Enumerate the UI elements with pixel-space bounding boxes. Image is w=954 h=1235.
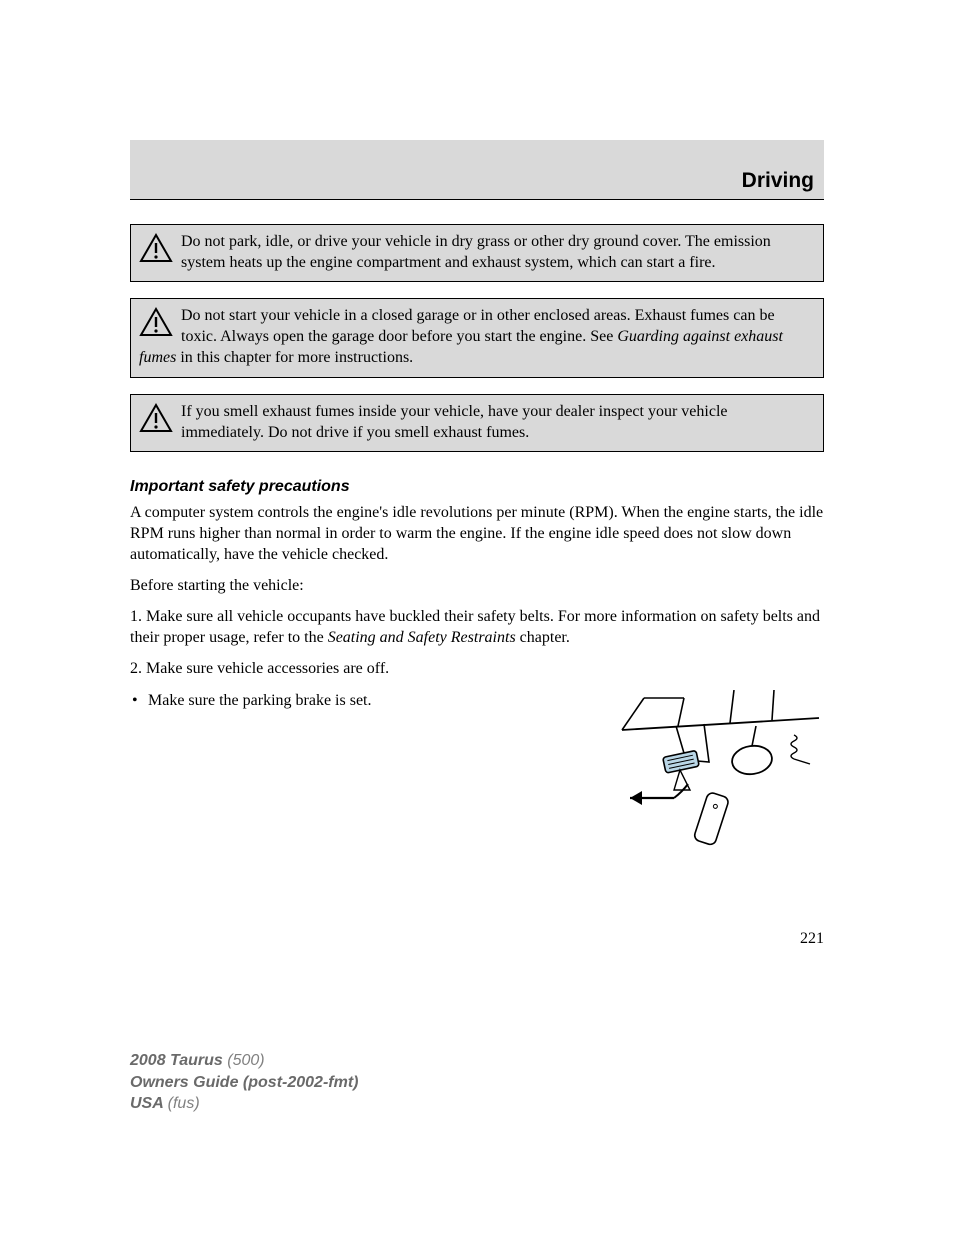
warning-box: If you smell exhaust fumes inside your v… <box>130 394 824 452</box>
warning-icon <box>139 403 173 439</box>
footer-line: Owners Guide (post-2002-fmt) <box>130 1072 358 1094</box>
body-paragraph: A computer system controls the engine's … <box>130 502 824 565</box>
parking-brake-diagram <box>614 690 824 865</box>
footer-rest: (fus) <box>168 1095 200 1112</box>
bullet-text: Make sure the parking brake is set. <box>148 690 371 711</box>
footer: 2008 Taurus (500) Owners Guide (post-200… <box>130 1050 358 1115</box>
step-item: 2. Make sure vehicle accessories are off… <box>130 658 824 679</box>
bullet-item: • Make sure the parking brake is set. <box>130 690 594 711</box>
section-title: Driving <box>742 169 814 193</box>
warning-text: If you smell exhaust fumes inside your v… <box>181 403 728 441</box>
footer-line: USA (fus) <box>130 1093 358 1115</box>
warning-text-post: in this chapter for more instructions. <box>176 349 413 366</box>
warning-box: Do not start your vehicle in a closed ga… <box>130 298 824 377</box>
footer-bold: USA <box>130 1095 168 1112</box>
step-text-post: chapter. <box>516 629 570 646</box>
step-item: 1. Make sure all vehicle occupants have … <box>130 606 824 648</box>
footer-line: 2008 Taurus (500) <box>130 1050 358 1072</box>
footer-rest: (500) <box>227 1052 264 1069</box>
body-paragraph: Before starting the vehicle: <box>130 575 824 596</box>
page-number: 221 <box>800 930 824 948</box>
step-text-italic: Seating and Safety Restraints <box>328 629 516 646</box>
warning-icon <box>139 307 173 343</box>
section-header: Driving <box>130 140 824 200</box>
warning-box: Do not park, idle, or drive your vehicle… <box>130 224 824 282</box>
warning-icon <box>139 233 173 269</box>
warning-text: Do not park, idle, or drive your vehicle… <box>181 233 771 271</box>
section-heading: Important safety precautions <box>130 478 824 496</box>
footer-bold: 2008 Taurus <box>130 1052 227 1069</box>
bullet-icon: • <box>130 690 148 711</box>
